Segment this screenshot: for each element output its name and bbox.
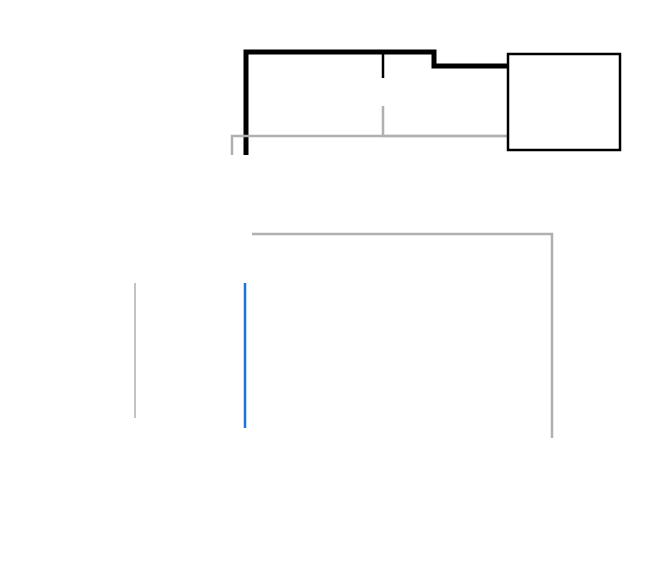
psu-box bbox=[508, 54, 620, 150]
wire-line-right bbox=[398, 52, 508, 66]
wire-line-left bbox=[246, 52, 398, 155]
wire-neutral-to-scs bbox=[232, 136, 508, 155]
wire-neutral-to-mov bbox=[383, 106, 508, 136]
wire-scs-to-eev bbox=[252, 234, 552, 438]
